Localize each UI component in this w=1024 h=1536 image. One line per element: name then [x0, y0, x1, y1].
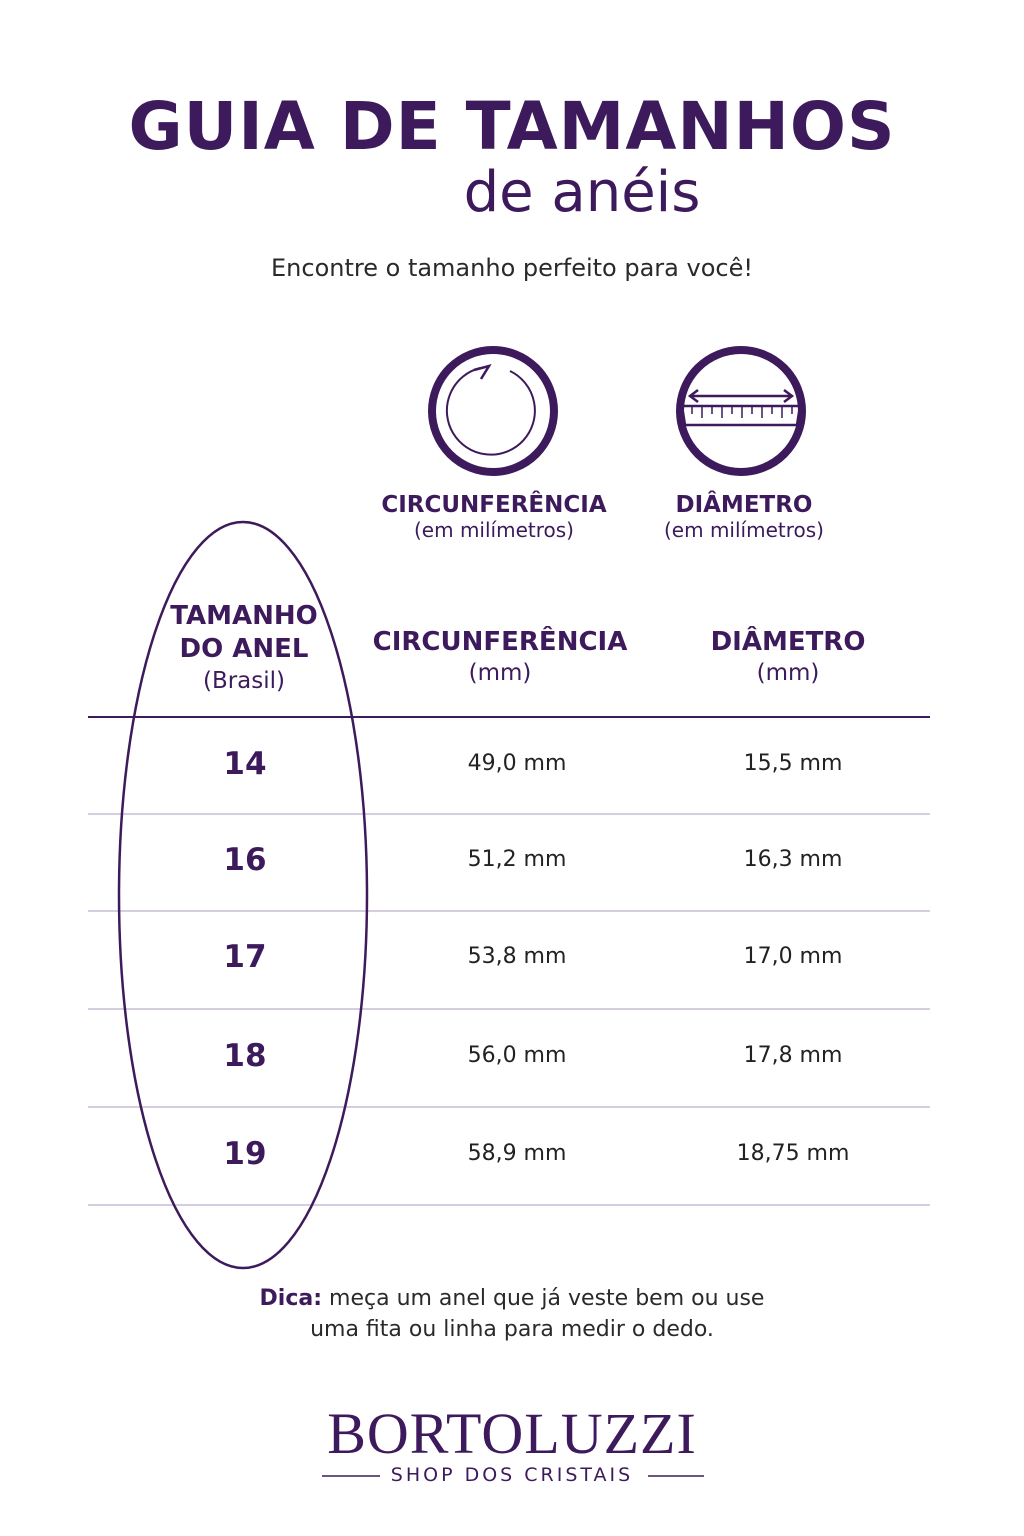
icon-arrow-heads: [687, 389, 795, 403]
measurement: 58,9 mm: [467, 1141, 567, 1166]
title: GUIA DE TAMANHOS: [128, 88, 896, 165]
icon-ring: [676, 346, 806, 476]
measurement: 17,8 mm: [743, 1043, 843, 1068]
measurement: 16,3 mm: [743, 847, 843, 872]
subtitle: de anéis: [463, 160, 701, 225]
tip: Dica: meça um anel que já veste bem ou u…: [0, 1283, 1024, 1345]
icon-unit: (em milímetros): [664, 518, 824, 542]
ring-size: 17: [223, 939, 267, 975]
icon-unit: (em milímetros): [414, 518, 574, 542]
brand-name: BORTOLUZZI: [327, 1401, 697, 1466]
measurement: 17,0 mm: [743, 944, 843, 969]
header-unit: (mm): [468, 660, 532, 686]
ring-size: 19: [223, 1136, 267, 1172]
tip-label: Dica:: [259, 1286, 323, 1311]
tip-text: meça um anel que já veste bem ou use: [329, 1286, 765, 1311]
table-header-cell: DIÂMETRO (mm): [648, 624, 928, 686]
highlight-ellipse: [117, 520, 369, 1270]
measurement: 56,0 mm: [467, 1043, 567, 1068]
ring-size: 14: [223, 746, 267, 782]
tip-line: uma fita ou linha para medir o dedo.: [310, 1317, 714, 1342]
ring-size: 16: [223, 842, 267, 878]
tagline: Encontre o tamanho perfeito para você!: [271, 254, 753, 282]
icon-label: CIRCUNFERÊNCIA: [381, 492, 607, 518]
header-unit: (mm): [756, 660, 820, 686]
brand-tagline: SHOP DOS CRISTAIS: [390, 1464, 634, 1486]
icon-arc: [445, 367, 536, 456]
icon-caption: CIRCUNFERÊNCIA (em milímetros): [364, 492, 624, 542]
row-rules: [88, 813, 930, 1206]
table-header-cell: TAMANHO DO ANEL (Brasil): [114, 598, 374, 694]
measurement: 49,0 mm: [467, 751, 567, 776]
tip-line: Dica: meça um anel que já veste bem ou u…: [0, 1283, 1024, 1314]
header-line: TAMANHO: [170, 601, 318, 631]
icon-ruler-ticks: [691, 406, 793, 418]
icon-ruler: [680, 404, 802, 427]
header-line: CIRCUNFERÊNCIA: [372, 627, 628, 657]
measurement: 51,2 mm: [467, 847, 567, 872]
icon-arrow: [473, 363, 492, 380]
icon-caption: DIÂMETRO (em milímetros): [614, 492, 874, 542]
header-unit: (Brasil): [202, 668, 286, 694]
icon-label: DIÂMETRO: [675, 492, 813, 518]
measurement: 53,8 mm: [467, 944, 567, 969]
header-line: DO ANEL: [179, 634, 309, 664]
measurement: 15,5 mm: [743, 751, 843, 776]
measurement: 18,75 mm: [736, 1141, 850, 1166]
icon-ring: [428, 346, 558, 476]
header-line: DIÂMETRO: [710, 627, 866, 657]
ring-size: 18: [223, 1038, 267, 1074]
table-header-cell: CIRCUNFERÊNCIA (mm): [360, 624, 640, 686]
